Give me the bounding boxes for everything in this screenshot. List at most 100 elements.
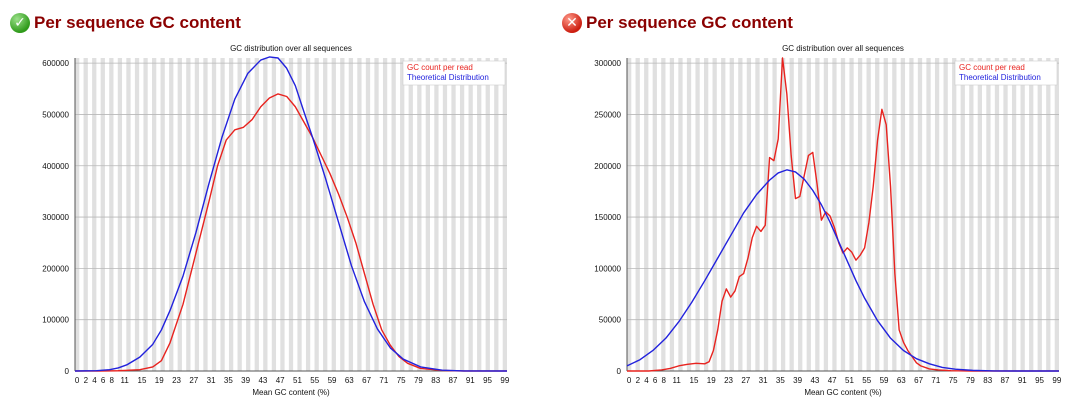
- plot-stripe: [900, 58, 906, 371]
- plot-stripe: [815, 58, 820, 371]
- x-tick-label: 75: [397, 376, 406, 385]
- plot-stripe: [271, 58, 277, 371]
- gc-distribution-chart: GC distribution over all sequences 0 10000…: [42, 44, 510, 397]
- x-tick-label: 11: [121, 376, 130, 385]
- plot-stripe: [1003, 58, 1008, 371]
- plot-stripe: [468, 58, 473, 371]
- x-tick-label: 4: [92, 376, 97, 385]
- plot-stripe: [789, 58, 794, 371]
- fail-cross-icon: ✕: [562, 13, 582, 33]
- plot-stripe: [892, 58, 897, 371]
- x-tick-label: 4: [644, 376, 649, 385]
- plot-stripe: [83, 58, 88, 371]
- plot-stripe: [1037, 58, 1042, 371]
- x-tick-label: 51: [845, 376, 854, 385]
- chart-title: GC distribution over all sequences: [782, 44, 904, 53]
- legend-entry: Theoretical Distribution: [407, 73, 489, 82]
- plot-stripe: [1046, 58, 1051, 371]
- x-tick-label: 87: [1001, 376, 1010, 385]
- plot-stripe: [323, 58, 328, 371]
- plot-stripe: [994, 58, 1000, 371]
- x-tick-label: 59: [328, 376, 337, 385]
- x-tick-label: 99: [500, 376, 509, 385]
- plot-stripe: [485, 58, 490, 371]
- plot-stripe: [934, 58, 940, 371]
- x-axis-label: Mean GC content (%): [804, 388, 882, 397]
- legend-box: [402, 60, 506, 86]
- gc-content-panel-pass: ✓ Per sequence GC content GC distributio…: [0, 0, 530, 410]
- plot-stripe: [960, 58, 965, 371]
- plot-stripe: [280, 58, 285, 371]
- x-tick-label: 67: [362, 376, 371, 385]
- x-tick-label: 31: [207, 376, 216, 385]
- plot-stripe: [305, 58, 311, 371]
- plot-stripe: [1029, 58, 1034, 371]
- x-tick-label: 47: [828, 376, 837, 385]
- x-tick-label: 95: [483, 376, 492, 385]
- x-tick-label: 35: [776, 376, 785, 385]
- y-tick-label: 250000: [594, 110, 621, 119]
- plot-stripe: [151, 58, 157, 371]
- y-tick-label: 0: [65, 367, 70, 376]
- x-tick-label: 11: [673, 376, 682, 385]
- plot-stripe: [442, 58, 448, 371]
- plot-stripe: [883, 58, 888, 371]
- x-tick-label: 87: [449, 376, 458, 385]
- plot-stripe: [340, 58, 345, 371]
- plot-stripe: [100, 58, 105, 371]
- x-axis-label: Mean GC content (%): [252, 388, 330, 397]
- x-tick-label: 59: [880, 376, 889, 385]
- x-tick-label: 8: [109, 376, 114, 385]
- x-tick-label: 43: [258, 376, 267, 385]
- plot-stripe: [331, 58, 336, 371]
- plot-stripe: [798, 58, 803, 371]
- x-tick-label: 83: [431, 376, 440, 385]
- x-tick-label: 39: [241, 376, 250, 385]
- plot-stripe: [177, 58, 182, 371]
- plot-stripe: [832, 58, 837, 371]
- x-tick-label: 71: [379, 376, 388, 385]
- plot-stripe: [494, 58, 499, 371]
- x-tick-label: 27: [189, 376, 198, 385]
- plot-stripe: [246, 58, 251, 371]
- y-tick-label: 100000: [594, 264, 621, 273]
- plot-stripe: [357, 58, 362, 371]
- y-tick-label: 200000: [42, 264, 69, 273]
- plot-stripe: [969, 58, 974, 371]
- x-tick-label: 63: [897, 376, 906, 385]
- plot-stripe: [160, 58, 165, 371]
- chart-title: GC distribution over all sequences: [230, 44, 352, 53]
- plot-stripe: [194, 58, 200, 371]
- x-tick-label: 8: [661, 376, 666, 385]
- plot-stripe: [721, 58, 726, 371]
- plot-stripe: [669, 58, 675, 371]
- plot-stripe: [652, 58, 657, 371]
- y-tick-label: 400000: [42, 162, 69, 171]
- plot-stripe: [678, 58, 683, 371]
- x-tick-label: 51: [293, 376, 302, 385]
- plot-stripe: [348, 58, 354, 371]
- x-tick-label: 75: [949, 376, 958, 385]
- plot-stripe: [169, 58, 174, 371]
- plot-stripe: [644, 58, 649, 371]
- plot-stripe: [220, 58, 225, 371]
- plot-stripe: [917, 58, 923, 371]
- x-tick-label: 35: [224, 376, 233, 385]
- plot-stripe: [417, 58, 422, 371]
- plot-stripe: [109, 58, 114, 371]
- x-tick-label: 15: [690, 376, 699, 385]
- plot-stripe: [288, 58, 294, 371]
- y-tick-label: 300000: [42, 213, 69, 222]
- x-tick-label: 19: [155, 376, 164, 385]
- y-tick-label: 50000: [599, 316, 622, 325]
- panel-title: Per sequence GC content: [34, 13, 241, 32]
- x-tick-label: 19: [707, 376, 716, 385]
- plot-stripe: [806, 58, 811, 371]
- x-tick-label: 83: [983, 376, 992, 385]
- plot-stripe: [977, 58, 983, 371]
- plot-stripe: [374, 58, 379, 371]
- x-tick-label: 31: [759, 376, 768, 385]
- plot-stripe: [382, 58, 388, 371]
- plot-stripe: [635, 58, 640, 371]
- plot-stripe: [237, 58, 242, 371]
